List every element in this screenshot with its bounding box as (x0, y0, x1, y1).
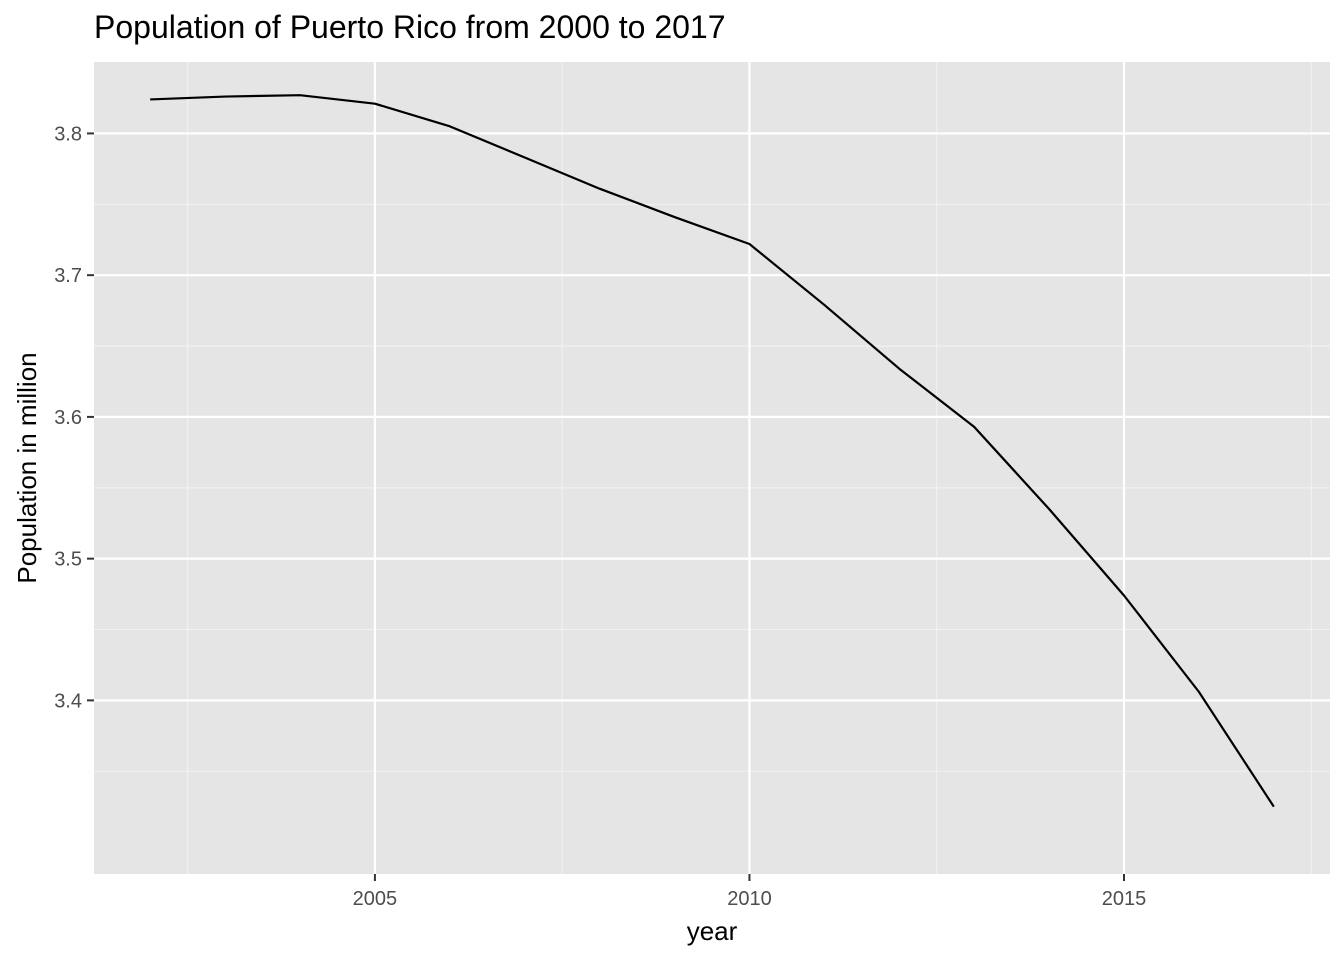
y-tick-label: 3.6 (54, 407, 82, 429)
x-tick-label: 2015 (1102, 888, 1147, 910)
y-tick-label: 3.8 (54, 123, 82, 145)
x-axis: 2005 2010 2015 (353, 874, 1147, 910)
series-line-0 (150, 94, 1275, 808)
chart-title: Population of Puerto Rico from 2000 to 2… (94, 9, 726, 45)
x-tick-label: 2005 (353, 888, 398, 910)
y-tick-label: 3.7 (54, 265, 82, 287)
y-axis-title: Population in million (12, 352, 42, 583)
x-axis-title: year (687, 916, 738, 946)
x-tick-label: 2010 (727, 888, 772, 910)
series-layer (150, 94, 1275, 808)
plot-panel (94, 62, 1330, 874)
y-axis: 3.4 3.5 3.6 3.7 3.8 (54, 123, 94, 712)
grid-major (94, 62, 1330, 874)
y-tick-label: 3.4 (54, 690, 82, 712)
y-tick-label: 3.5 (54, 549, 82, 571)
